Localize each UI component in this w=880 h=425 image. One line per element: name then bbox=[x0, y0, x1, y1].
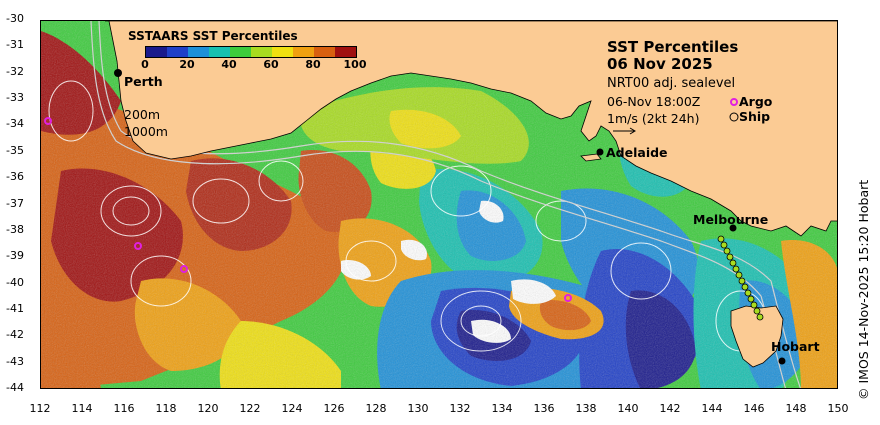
colorbar-swatch bbox=[314, 47, 335, 57]
city-label-hobart: Hobart bbox=[771, 339, 820, 354]
colorbar bbox=[145, 46, 357, 58]
x-tick-label: 120 bbox=[197, 402, 219, 415]
colorbar-swatch bbox=[230, 47, 251, 57]
colorbar-swatch bbox=[209, 47, 230, 57]
contour-200m-label: 200m bbox=[124, 107, 161, 122]
city-markers bbox=[114, 69, 786, 365]
x-tick-label: 116 bbox=[113, 402, 135, 415]
x-tick-label: 146 bbox=[743, 402, 765, 415]
y-tick-label: -34 bbox=[6, 117, 24, 131]
y-tick-label: -43 bbox=[6, 354, 24, 368]
x-tick-label: 114 bbox=[71, 402, 93, 415]
x-tick-label: 138 bbox=[575, 402, 597, 415]
y-tick-label: -42 bbox=[6, 328, 24, 342]
y-tick-label: -37 bbox=[6, 196, 24, 210]
y-tick-label: -36 bbox=[6, 170, 24, 184]
y-tick-label: -35 bbox=[6, 143, 24, 157]
map-title: SST Percentiles bbox=[607, 38, 739, 56]
city-label-perth: Perth bbox=[124, 74, 163, 89]
x-tick-label: 148 bbox=[785, 402, 807, 415]
vector-arrow-icon bbox=[613, 127, 636, 135]
x-tick-label: 132 bbox=[449, 402, 471, 415]
y-tick-label: -31 bbox=[6, 38, 24, 52]
y-tick-label: -30 bbox=[6, 12, 24, 25]
land bbox=[105, 21, 837, 368]
contour-1000m-label: 1000m bbox=[124, 124, 168, 139]
colorbar-swatch bbox=[188, 47, 209, 57]
y-tick-label: -32 bbox=[6, 64, 24, 78]
product-label: NRT00 adj. sealevel bbox=[607, 76, 736, 91]
time-label: 06-Nov 18:00Z bbox=[607, 94, 701, 109]
vector-scale-label: 1m/s (2kt 24h) bbox=[607, 111, 700, 126]
city-label-melbourne: Melbourne bbox=[693, 212, 769, 227]
argo-floats bbox=[44, 117, 572, 302]
credit-text: © IMOS 14-Nov-2025 15:20 Hobart bbox=[856, 179, 871, 400]
city-label-adelaide: Adelaide bbox=[606, 145, 668, 160]
x-tick-label: 128 bbox=[365, 402, 387, 415]
x-tick-label: 150 bbox=[827, 402, 849, 415]
y-tick-label: -41 bbox=[6, 301, 24, 315]
y-tick-label: -40 bbox=[6, 275, 24, 289]
depth-contours bbox=[90, 21, 801, 388]
colorbar-swatch bbox=[272, 47, 293, 57]
y-tick-label: -33 bbox=[6, 91, 24, 105]
x-tick-label: 140 bbox=[617, 402, 639, 415]
x-tick-label: 134 bbox=[491, 402, 513, 415]
argo-marker-icon bbox=[730, 98, 738, 106]
colorbar-tick-label: 20 bbox=[179, 58, 195, 71]
ship-marker-icon bbox=[729, 112, 739, 122]
colorbar-tick-label: 100 bbox=[343, 58, 367, 71]
x-tick-label: 122 bbox=[239, 402, 261, 415]
colorbar-tick-label: 60 bbox=[263, 58, 279, 71]
x-tick-label: 126 bbox=[323, 402, 345, 415]
y-tick-label: -44 bbox=[6, 381, 24, 395]
colorbar-tick-label: 40 bbox=[221, 58, 237, 71]
x-tick-label: 142 bbox=[659, 402, 681, 415]
x-tick-label: 136 bbox=[533, 402, 555, 415]
map-date: 06 Nov 2025 bbox=[607, 55, 713, 73]
map-canvas bbox=[41, 21, 837, 388]
sst-map bbox=[40, 20, 838, 389]
ship-legend-label: Ship bbox=[739, 109, 771, 124]
sealevel-contours bbox=[48, 80, 767, 352]
x-tick-label: 130 bbox=[407, 402, 429, 415]
colorbar-swatch bbox=[167, 47, 188, 57]
colorbar-swatch bbox=[335, 47, 356, 57]
x-tick-label: 144 bbox=[701, 402, 723, 415]
x-tick-label: 112 bbox=[29, 402, 51, 415]
y-tick-label: -38 bbox=[6, 222, 24, 236]
colorbar-swatch bbox=[146, 47, 167, 57]
colorbar-tick-label: 0 bbox=[141, 58, 149, 71]
x-tick-label: 118 bbox=[155, 402, 177, 415]
argo-legend-label: Argo bbox=[739, 94, 773, 109]
legend-title: SSTAARS SST Percentiles bbox=[128, 29, 298, 43]
y-tick-label: -39 bbox=[6, 249, 24, 263]
colorbar-swatch bbox=[293, 47, 314, 57]
colorbar-swatch bbox=[251, 47, 272, 57]
x-tick-label: 124 bbox=[281, 402, 303, 415]
ship-track bbox=[717, 235, 764, 321]
colorbar-tick-label: 80 bbox=[305, 58, 321, 71]
